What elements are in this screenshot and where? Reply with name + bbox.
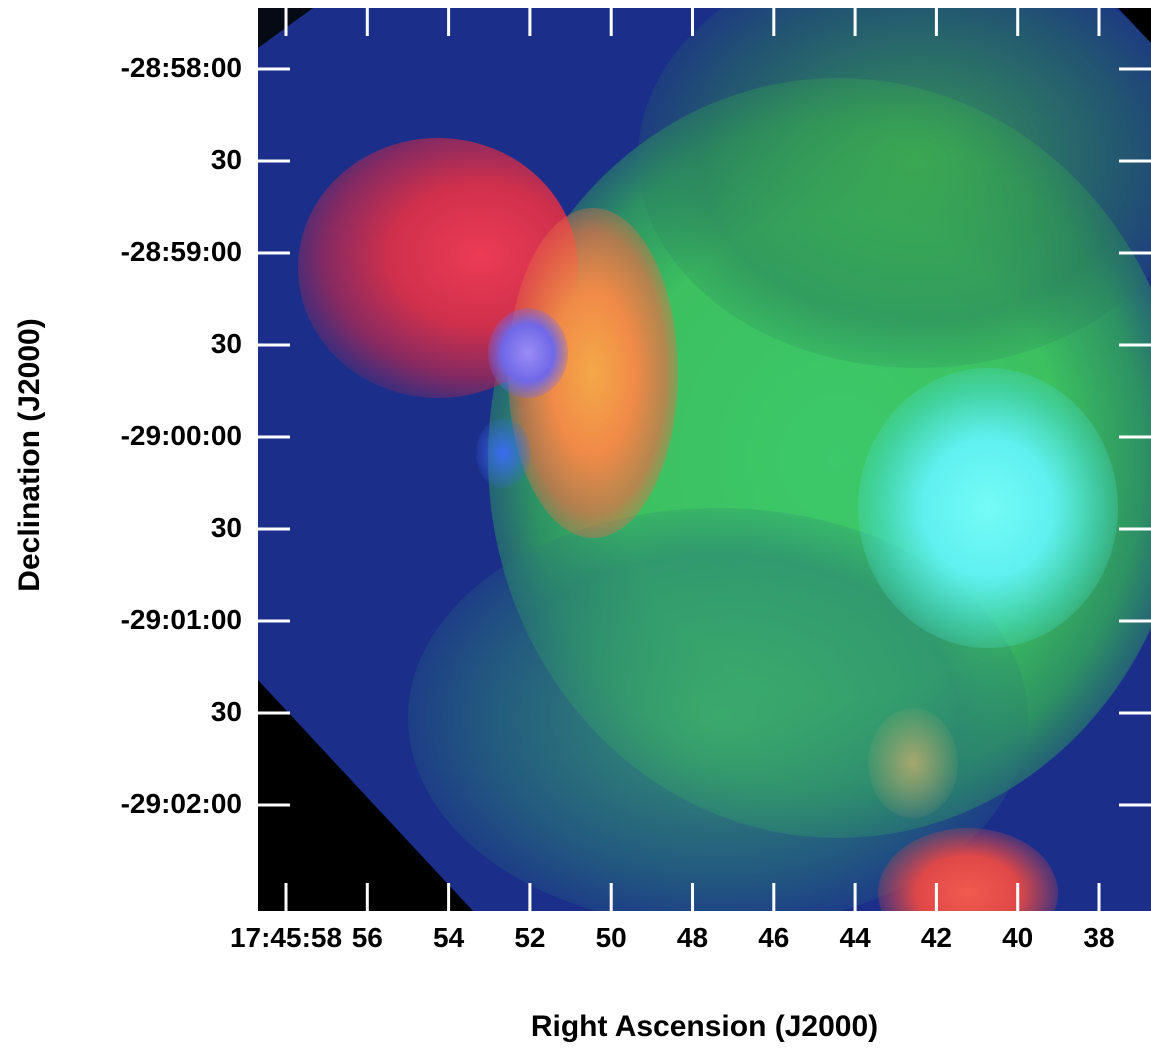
blue-compact-source bbox=[476, 418, 531, 488]
ra-tick-label: 54 bbox=[433, 922, 465, 953]
dec-tick-label: 30 bbox=[210, 696, 242, 727]
dec-tick-label: 30 bbox=[210, 144, 242, 175]
green-upper-region bbox=[638, 8, 1151, 368]
ra-tick-label: 48 bbox=[676, 922, 709, 953]
violet-compact-source bbox=[488, 308, 568, 398]
ra-tick-label: 42 bbox=[920, 922, 952, 953]
ra-tick-label: 44 bbox=[839, 922, 871, 953]
ra-tick-label: 50 bbox=[595, 922, 627, 953]
dec-tick-label: -29:00:00 bbox=[120, 420, 242, 451]
dec-tick-label: -29:02:00 bbox=[120, 788, 242, 819]
dec-tick-label: -29:01:00 bbox=[120, 604, 242, 635]
ra-tick-label: 17:45:58 bbox=[229, 922, 343, 953]
ra-tick-label: 38 bbox=[1083, 922, 1115, 953]
y-axis-title: Declination (J2000) bbox=[13, 318, 46, 592]
dec-tick-label: -28:58:00 bbox=[120, 52, 242, 83]
ra-tick-label: 52 bbox=[514, 922, 546, 953]
tan-knot-region bbox=[868, 708, 958, 818]
false-color-sky-image bbox=[258, 8, 1151, 911]
x-axis-title: Right Ascension (J2000) bbox=[530, 1010, 879, 1043]
ra-tick-label: 40 bbox=[1002, 922, 1034, 953]
coordinate-ticks bbox=[258, 8, 1151, 911]
dec-tick-label: -28:59:00 bbox=[120, 236, 242, 267]
dec-tick-label: 30 bbox=[210, 512, 242, 543]
cyan-bright-region bbox=[858, 368, 1118, 648]
dec-tick-label: 30 bbox=[210, 328, 242, 359]
ra-tick-label: 46 bbox=[758, 922, 790, 953]
ra-tick-label: 56 bbox=[351, 922, 383, 953]
